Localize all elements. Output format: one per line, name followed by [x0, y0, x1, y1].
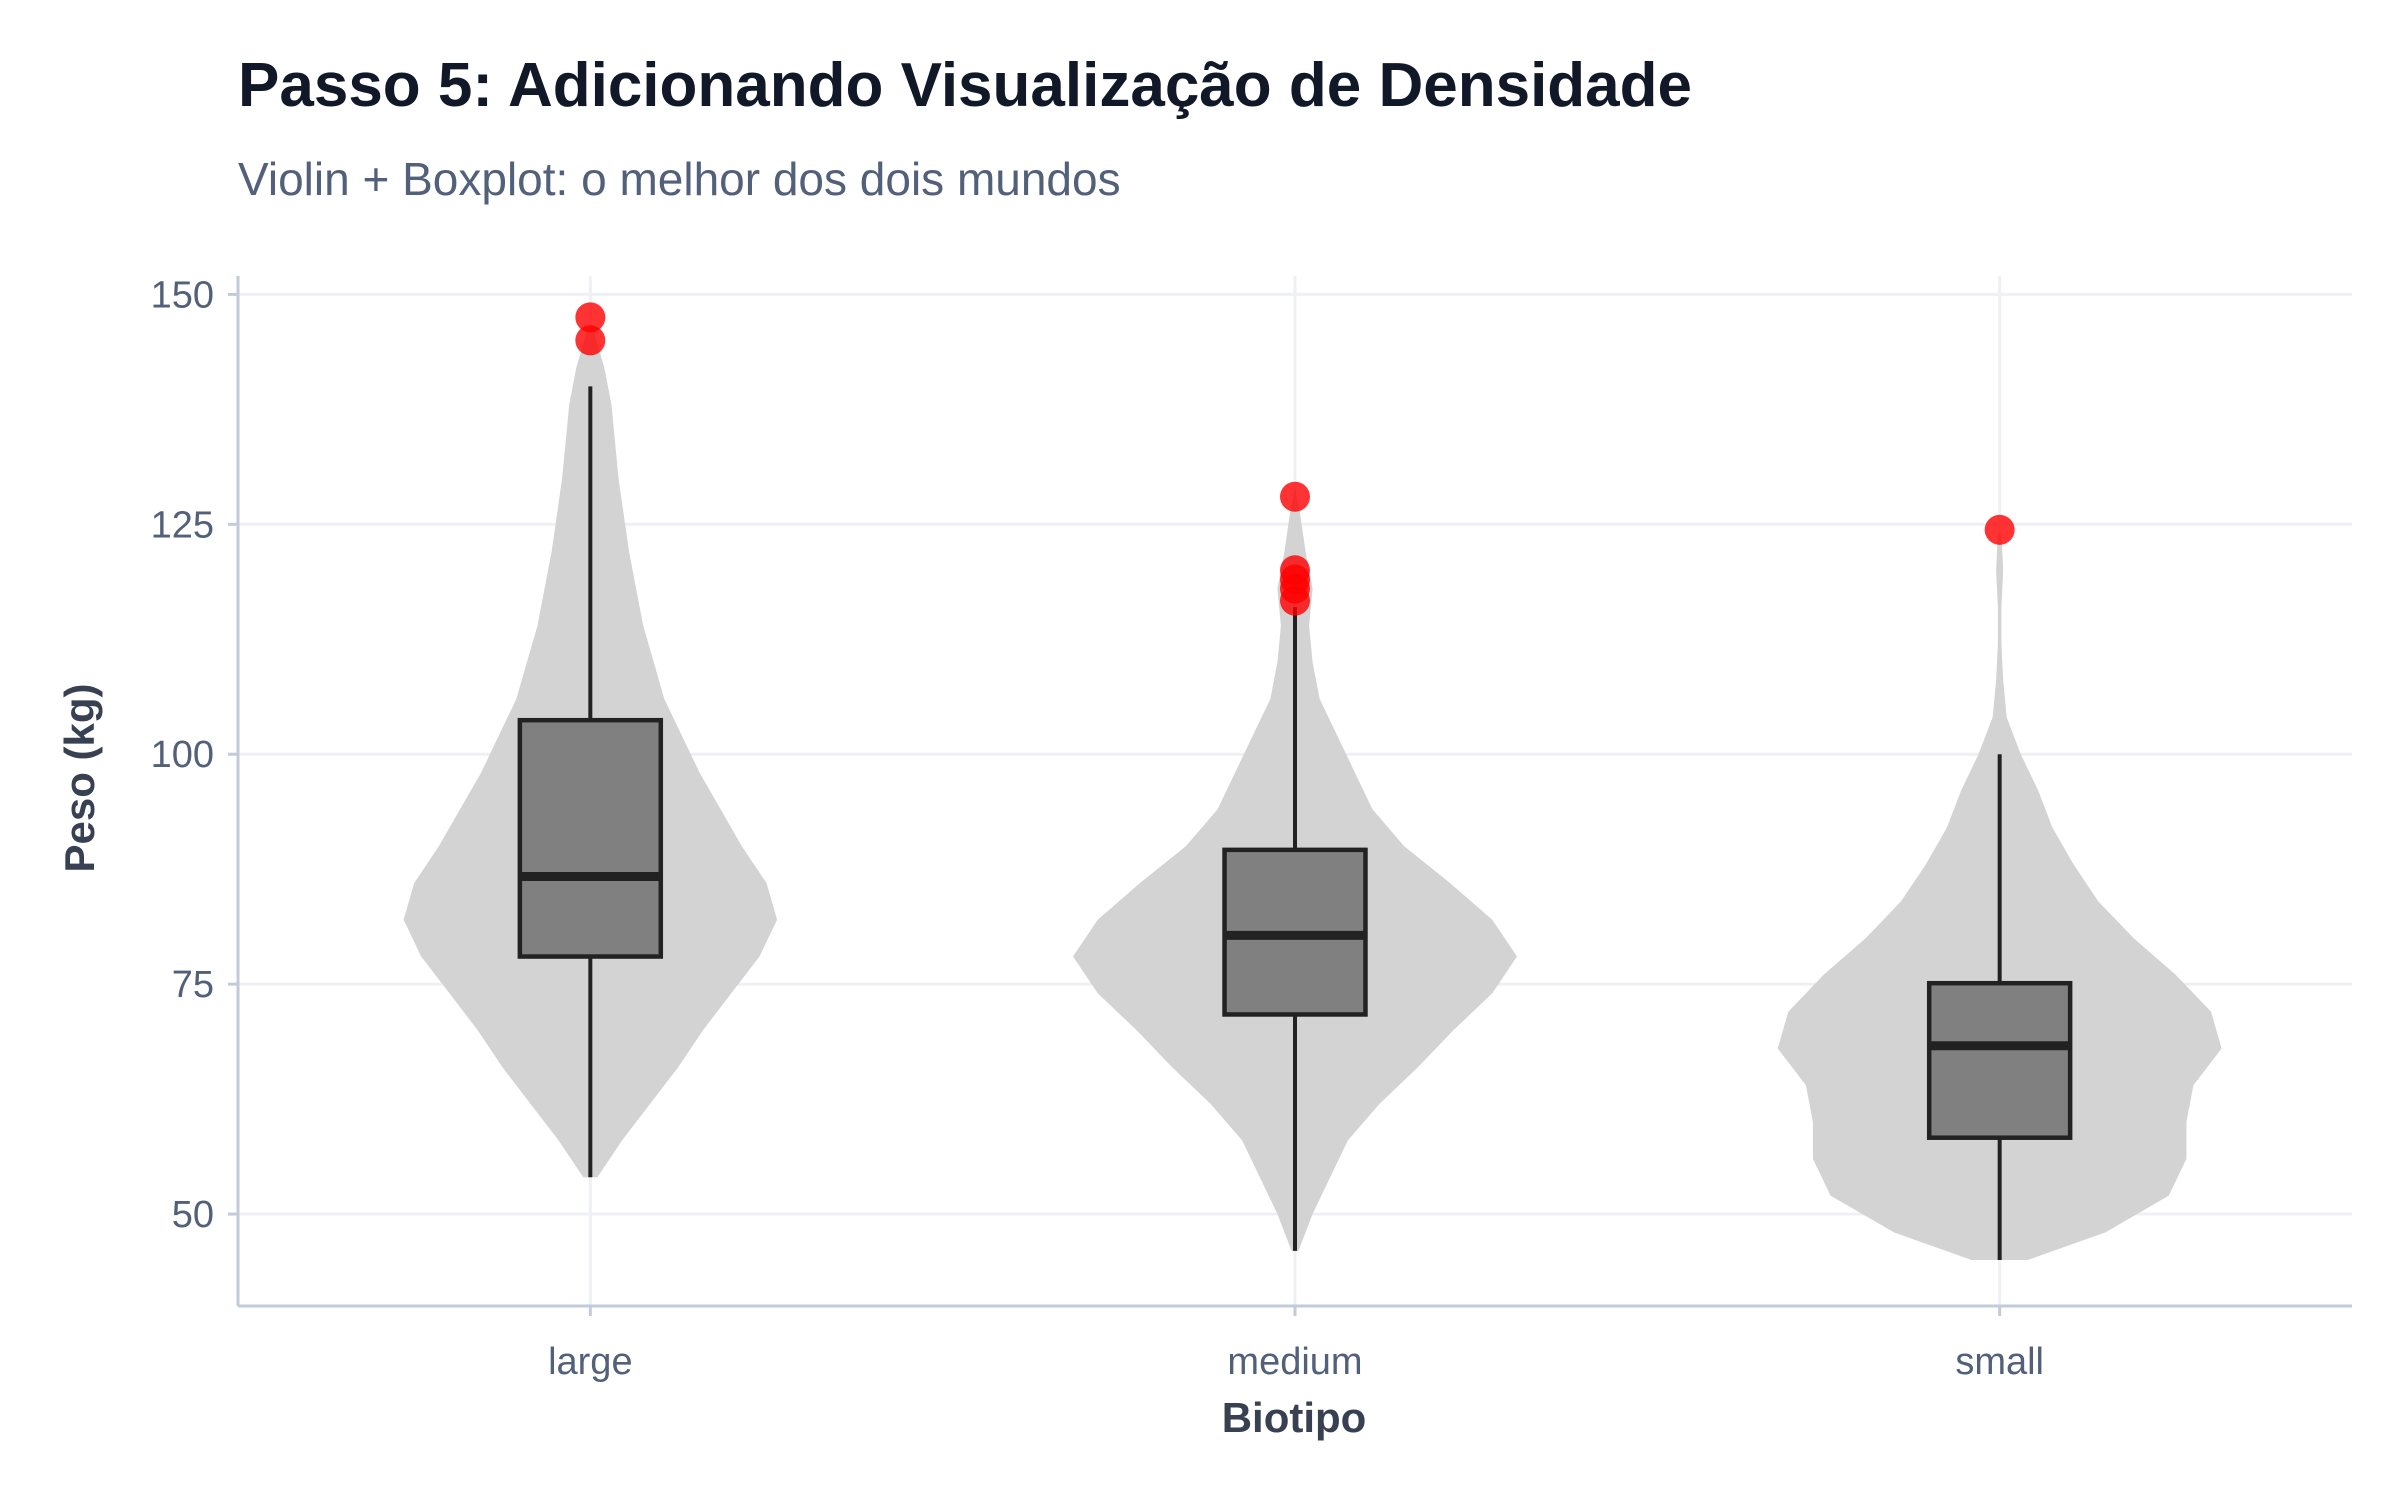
x-tick-label-small: small: [1955, 1341, 2044, 1383]
box-large: [517, 717, 664, 959]
y-tick-label: 125: [151, 504, 214, 546]
boxplot-layer: [517, 386, 2073, 1261]
chart-subtitle: Violin + Boxplot: o melhor dos dois mund…: [238, 153, 1121, 205]
box-small: [1926, 980, 2073, 1140]
outlier-point-medium: [1280, 481, 1310, 512]
x-axis-title: Biotipo: [1222, 1394, 1367, 1441]
y-axis-title: Peso (kg): [56, 683, 103, 872]
x-tick-label-medium: medium: [1227, 1341, 1362, 1383]
tick-labels: 50 75 100 125 150 large medium small: [151, 274, 2044, 1383]
y-tick-label: 150: [151, 274, 214, 316]
x-tick-label-large: large: [548, 1341, 633, 1383]
y-tick-label: 75: [172, 964, 214, 1006]
outlier-point-medium: [1280, 555, 1310, 586]
y-tick-label: 100: [151, 734, 214, 776]
y-tick-label: 50: [172, 1194, 214, 1236]
axes: [228, 276, 2352, 1316]
outlier-point-small: [1984, 514, 2015, 545]
outlier-layer: [575, 302, 2015, 616]
outlier-point-large: [575, 325, 606, 356]
chart-title: Passo 5: Adicionando Visualização de Den…: [238, 51, 1693, 120]
outlier-point-large: [575, 302, 606, 333]
